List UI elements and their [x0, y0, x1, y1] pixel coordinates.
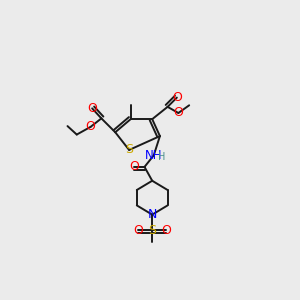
- Text: NH: NH: [145, 149, 163, 162]
- Text: O: O: [173, 106, 183, 119]
- Text: O: O: [161, 224, 171, 236]
- Text: N: N: [148, 208, 157, 221]
- Text: S: S: [125, 143, 133, 157]
- Text: O: O: [86, 120, 95, 134]
- Text: O: O: [129, 160, 139, 173]
- Text: O: O: [87, 102, 97, 115]
- Text: S: S: [148, 224, 156, 236]
- Text: O: O: [134, 224, 143, 236]
- Text: H: H: [158, 152, 165, 162]
- Text: O: O: [172, 91, 182, 104]
